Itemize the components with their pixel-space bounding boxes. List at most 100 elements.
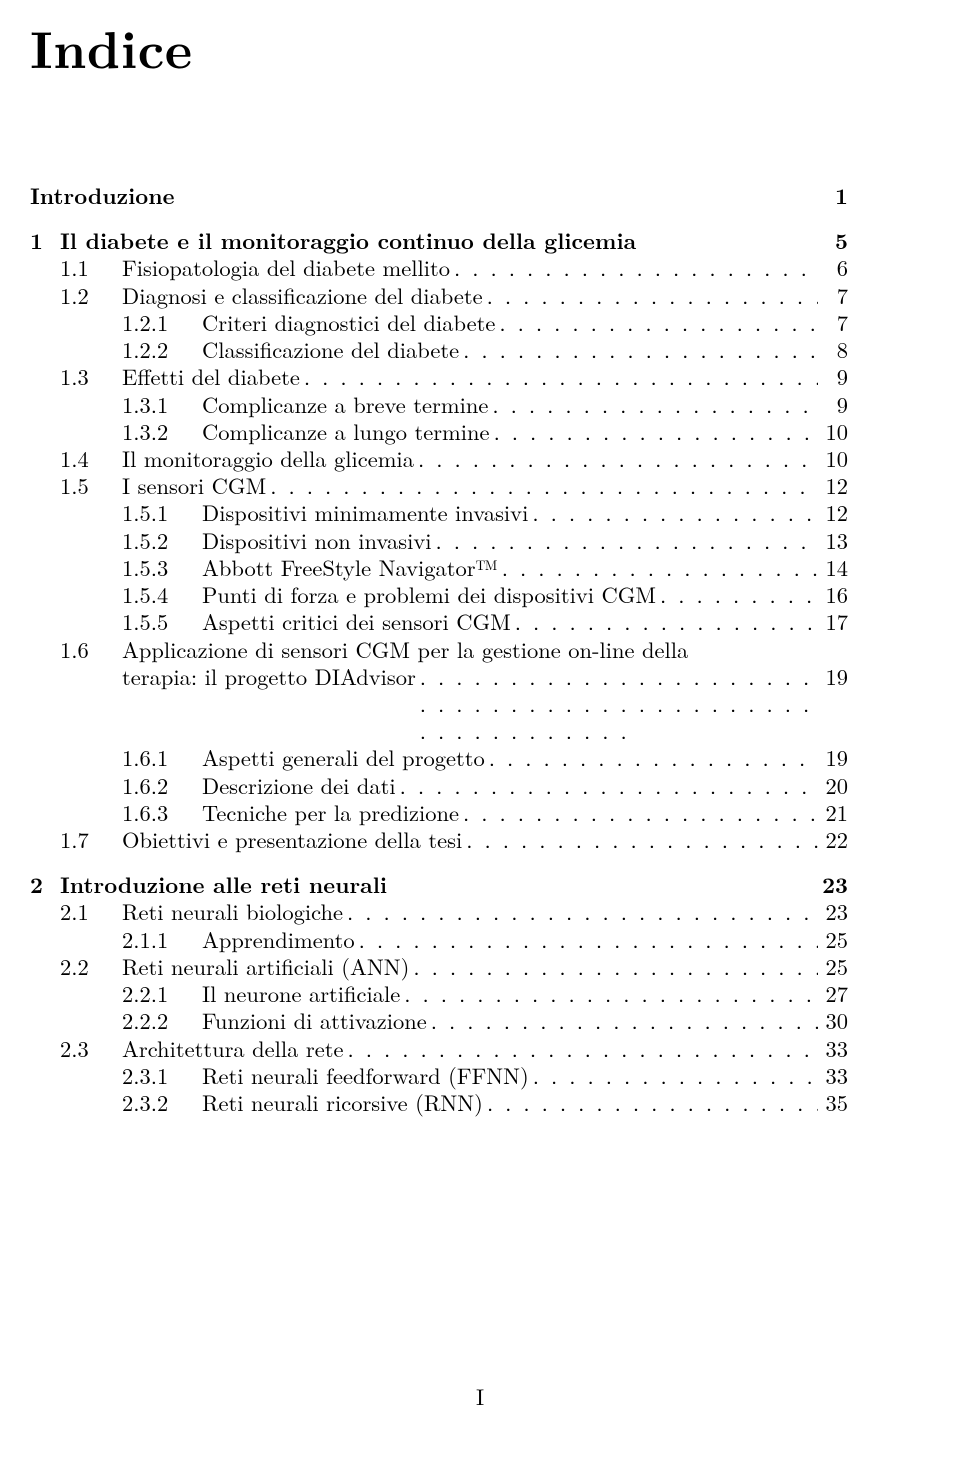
toc-leader-dots: [343, 1035, 818, 1062]
toc-entry-number: 1.6.2: [122, 772, 202, 799]
toc-entry-number: 1.4: [60, 445, 122, 472]
toc-entry-page: 16: [818, 581, 848, 608]
toc-leader-dots: [488, 391, 818, 418]
toc-leader-dots: [414, 445, 818, 472]
toc-entry-number: 2.3.1: [122, 1062, 202, 1089]
toc-entry-label: Fisiopatologia del diabete mellito: [122, 254, 450, 281]
toc-entry-label: Descrizione dei dati: [202, 772, 396, 799]
toc-entry-label: Obiettivi e presentazione della tesi: [122, 826, 462, 853]
toc-entry-page: 33: [818, 1062, 848, 1089]
toc-entry-page: 23: [818, 871, 848, 898]
toc-entry-number: 1.1: [60, 254, 122, 281]
toc-entry-page: 7: [818, 282, 848, 309]
toc-entry: 1.5.5Aspetti critici dei sensori CGM17: [30, 608, 848, 635]
toc-entry-label: Reti neurali artificiali (ANN): [122, 953, 409, 980]
toc-leader-dots: [498, 554, 818, 581]
toc-entry-page: 33: [818, 1035, 848, 1062]
toc-leader-dots: [495, 309, 818, 336]
toc-entry-number: 1.2: [60, 282, 122, 309]
toc-entry-label: Funzioni di attivazione: [202, 1007, 427, 1034]
toc-leader-dots: [450, 254, 818, 281]
toc-leader-dots: [431, 527, 818, 554]
toc-entry-number: 1.5.1: [122, 499, 202, 526]
toc-entry-continuation: terapia: il progetto DIAdvisor19: [30, 663, 848, 745]
toc-entry-number: 1.5: [60, 472, 122, 499]
toc-entry: 1.2Diagnosi e classificazione del diabet…: [30, 282, 848, 309]
toc-entry-label: I sensori CGM: [122, 472, 266, 499]
toc-entry: 1.3.2Complicanze a lungo termine10: [30, 418, 848, 445]
toc-entry-number: 1.5.2: [122, 527, 202, 554]
toc-entry-page: 7: [818, 309, 848, 336]
toc-entry: 1.2.1Criteri diagnostici del diabete7: [30, 309, 848, 336]
toc-entry: 1Il diabete e il monitoraggio continuo d…: [30, 227, 848, 254]
toc-entry-number: 1.3: [60, 363, 122, 390]
toc-entry-page: 20: [818, 772, 848, 799]
toc-leader-dots: [459, 336, 818, 363]
toc-entry: 1.5.1Dispositivi minimamente invasivi12: [30, 499, 848, 526]
page-number: I: [0, 1380, 960, 1412]
page-title: Indice: [30, 10, 848, 84]
toc-leader-dots: [511, 608, 818, 635]
toc-entry: 2.1Reti neurali biologiche 23: [30, 898, 848, 925]
toc-entry-number: 2.1: [60, 898, 122, 925]
toc-entry-page: 30: [818, 1007, 848, 1034]
toc-entry-page: 1: [818, 182, 848, 209]
toc-leader-dots: [416, 663, 818, 745]
toc-leader-dots: [462, 826, 818, 853]
toc-entry-page: 5: [818, 227, 848, 254]
toc-entry-label: Reti neurali biologiche: [122, 898, 343, 925]
toc-entry-page: 25: [818, 926, 848, 953]
toc-entry-label: Criteri diagnostici del diabete: [202, 309, 495, 336]
toc-entry-label: Classificazione del diabete: [202, 336, 459, 363]
toc-entry-label: Aspetti generali del progetto: [202, 744, 485, 771]
toc-entry-page: 27: [818, 980, 848, 1007]
toc-entry-number: 2.2.1: [122, 980, 202, 1007]
toc-leader-dots: [355, 926, 818, 953]
toc-entry-number: 1.5.4: [122, 581, 202, 608]
toc-entry-page: 12: [818, 499, 848, 526]
toc-leader-dots: [656, 581, 818, 608]
toc-leader-dots: [266, 472, 818, 499]
toc-entry-page: 21: [818, 799, 848, 826]
toc-entry-page: 17: [818, 608, 848, 635]
toc-entry-label: Il diabete e il monitoraggio continuo de…: [60, 227, 636, 254]
toc-entry-number: 1.3.2: [122, 418, 202, 445]
toc-entry-number: 2.1.1: [122, 926, 202, 953]
toc-entry-label: Reti neurali feedforward (FFNN): [202, 1062, 529, 1089]
toc-entry-label: Complicanze a breve termine: [202, 391, 488, 418]
toc-entry: 2Introduzione alle reti neurali23: [30, 871, 848, 898]
toc-entry: 1.6Applicazione di sensori CGM per la ge…: [30, 636, 848, 663]
toc-entry-number: 2.2: [60, 953, 122, 980]
toc-entry-page: 14: [818, 554, 848, 581]
toc-entry-page: 23: [818, 898, 848, 925]
toc-entry: 2.2.2Funzioni di attivazione30: [30, 1007, 848, 1034]
toc-entry: 1.5.4Punti di forza e problemi dei dispo…: [30, 581, 848, 608]
toc-leader-dots: [400, 980, 818, 1007]
toc-entry: 1.1Fisiopatologia del diabete mellito6: [30, 254, 848, 281]
toc-entry-label: Punti di forza e problemi dei dispositiv…: [202, 581, 656, 608]
toc-leader-dots: [409, 953, 818, 980]
toc-leader-dots: [427, 1007, 818, 1034]
toc-entry-number: 1.7: [60, 826, 122, 853]
toc-entry-label: Applicazione di sensori CGM per la gesti…: [122, 636, 688, 663]
toc-page: Indice Introduzione 1 1Il diabete e il mon…: [0, 0, 960, 1468]
toc-entry-page: 12: [818, 472, 848, 499]
toc-entry-page: 13: [818, 527, 848, 554]
toc-entry: 1.3.1Complicanze a breve termine9: [30, 391, 848, 418]
toc-entry: 1.7Obiettivi e presentazione della tesi2…: [30, 826, 848, 853]
toc-entry-number: 1.3.1: [122, 391, 202, 418]
toc-entry-page: 9: [818, 363, 848, 390]
toc-entry-label: Diagnosi e classificazione del diabete: [122, 282, 483, 309]
toc-entry-number: 2: [30, 871, 60, 898]
toc-entry-label: Introduzione: [30, 182, 174, 209]
toc-entry-page: 19: [818, 663, 848, 690]
toc-leader-dots: [300, 363, 818, 390]
toc-entry: 1.4Il monitoraggio della glicemia10: [30, 445, 848, 472]
toc-entry-page: 19: [818, 744, 848, 771]
toc-entry-page: 35: [818, 1089, 848, 1116]
toc-entry: 2.2.1Il neurone artificiale27: [30, 980, 848, 1007]
toc-leader-dots: [528, 499, 818, 526]
toc-entry-number: 1.6.1: [122, 744, 202, 771]
toc-entry-label: Tecniche per la predizione: [202, 799, 459, 826]
toc-entry-label: Complicanze a lungo termine: [202, 418, 490, 445]
